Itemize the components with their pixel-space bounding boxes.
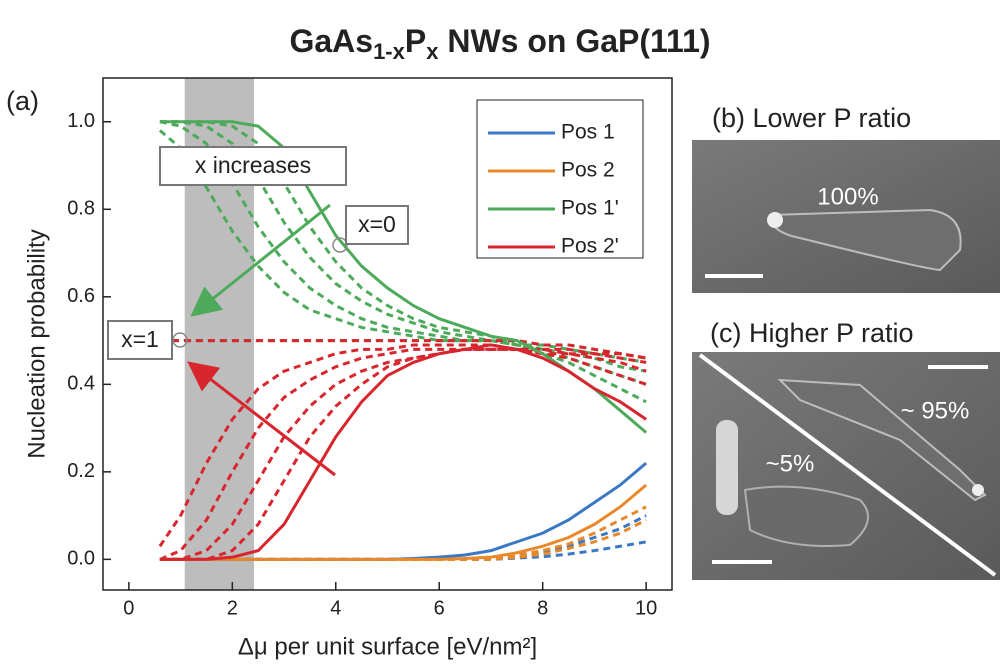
x-tick-label: 10 (635, 597, 657, 619)
title-part: P (405, 23, 426, 59)
x-tick-label: 0 (123, 597, 134, 619)
y-tick-label: 1.0 (67, 110, 95, 132)
legend-label: Pos 1 (561, 121, 615, 144)
legend-box (476, 99, 644, 259)
x-tick-label: 4 (330, 597, 341, 619)
x-tick-label: 6 (434, 597, 445, 619)
annotation: x=0 (358, 211, 396, 237)
annotation: x increases (195, 152, 311, 178)
x-tick-label: 8 (537, 597, 548, 619)
panel-label: (c) Higher P ratio (710, 318, 914, 348)
panel-label: (a) (6, 86, 39, 116)
sem-annotation: ~5% (766, 450, 815, 477)
dashed-line (159, 347, 647, 561)
title-part: NWs on GaP(111) (438, 23, 710, 59)
legend-label: Pos 1' (561, 197, 619, 220)
y-tick-label: 0.2 (67, 460, 95, 482)
sem-annotation: ~ 95% (901, 397, 970, 424)
dashed-line (159, 339, 647, 360)
panel-label: (b) Lower P ratio (712, 103, 911, 133)
annotation-box (345, 205, 409, 245)
title-part: GaAs (289, 23, 373, 59)
nanowire-vertical (716, 420, 738, 515)
title-part: 1-x (373, 39, 406, 64)
arrow (190, 203, 331, 317)
nanowire-tip (767, 212, 783, 228)
dashed-line (159, 347, 647, 561)
nanowire (777, 378, 987, 502)
nanowire-tip (972, 484, 984, 496)
nanowire (743, 485, 869, 547)
annotation-box (159, 146, 347, 186)
line (159, 343, 647, 561)
y-tick-label: 0.6 (67, 285, 95, 307)
dashed-line (159, 347, 647, 561)
y-tick-label: 0.0 (67, 548, 95, 570)
title-part: x (426, 39, 439, 64)
x-axis-label: Δμ per unit surface [eV/nm²] (238, 633, 537, 660)
divider (698, 353, 997, 577)
y-axis-label: Nucleation probability (23, 229, 50, 458)
x-tick-label: 2 (227, 597, 238, 619)
y-tick-label: 0.8 (67, 198, 95, 220)
sem-annotation: 100% (817, 183, 878, 210)
annotation-box (107, 320, 173, 360)
plot-frame (102, 77, 673, 591)
legend-label: Pos 2 (561, 159, 615, 182)
legend-label: Pos 2' (561, 235, 619, 258)
annotation: x=1 (121, 326, 159, 352)
arrow (187, 361, 336, 477)
dashed-line (158, 129, 647, 364)
nanowire (768, 208, 962, 272)
figure-title: GaAs1-xPx NWs on GaP(111) (289, 23, 710, 63)
y-tick-label: 0.4 (67, 373, 95, 395)
line (159, 483, 648, 561)
dashed-line (158, 343, 647, 548)
dashed-line (159, 120, 647, 404)
